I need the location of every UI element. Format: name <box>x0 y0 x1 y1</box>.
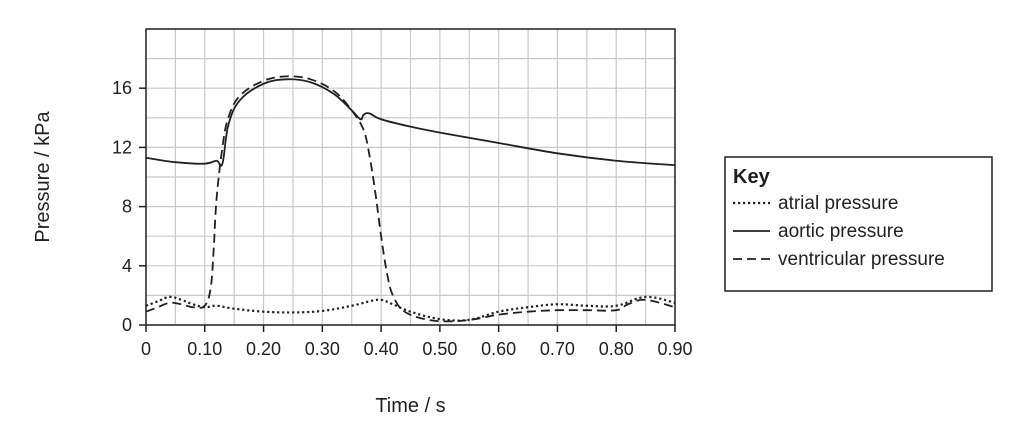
y-axis-title: Pressure / kPa <box>32 111 54 243</box>
x-tick-labels: 0 0.10 0.20 0.30 0.40 0.50 0.60 0.70 0.80 0.90 <box>141 339 693 359</box>
y-tick-label: 4 <box>122 256 132 276</box>
y-tick-label: 16 <box>112 78 132 98</box>
y-tick-labels: 0 4 8 12 16 <box>112 78 132 335</box>
x-tick-label: 0.80 <box>599 339 634 359</box>
legend-title: Key <box>733 166 771 188</box>
x-tick-label: 0 <box>141 339 151 359</box>
legend-label: aortic pressure <box>778 221 904 242</box>
grid <box>146 29 675 325</box>
series-line-atrial-pressure <box>145 295 676 322</box>
x-tick-label: 0.70 <box>540 339 575 359</box>
plot-frame <box>145 28 676 326</box>
x-axis-title: Time / s <box>375 395 445 417</box>
x-tick-label: 0.20 <box>246 339 281 359</box>
x-tick-label: 0.30 <box>305 339 340 359</box>
x-tick-label: 0.40 <box>364 339 399 359</box>
legend: Key atrial pressure aortic pressure ventri… <box>724 156 993 292</box>
legend-items: atrial pressure aortic pressure ventricula… <box>733 193 945 270</box>
series-lines <box>145 75 676 323</box>
y-tick-label: 8 <box>122 197 132 217</box>
x-tick-label: 0.60 <box>481 339 516 359</box>
x-tick-label: 0.10 <box>187 339 222 359</box>
y-tick-label: 0 <box>122 315 132 335</box>
axis-ticks <box>139 87 676 332</box>
x-tick-label: 0.90 <box>657 339 692 359</box>
legend-label: atrial pressure <box>778 193 898 214</box>
series-line-ventricular-pressure <box>145 75 676 323</box>
legend-label: ventricular pressure <box>778 249 945 270</box>
x-tick-label: 0.50 <box>422 339 457 359</box>
legend-box <box>724 156 993 292</box>
y-tick-label: 12 <box>112 137 132 157</box>
